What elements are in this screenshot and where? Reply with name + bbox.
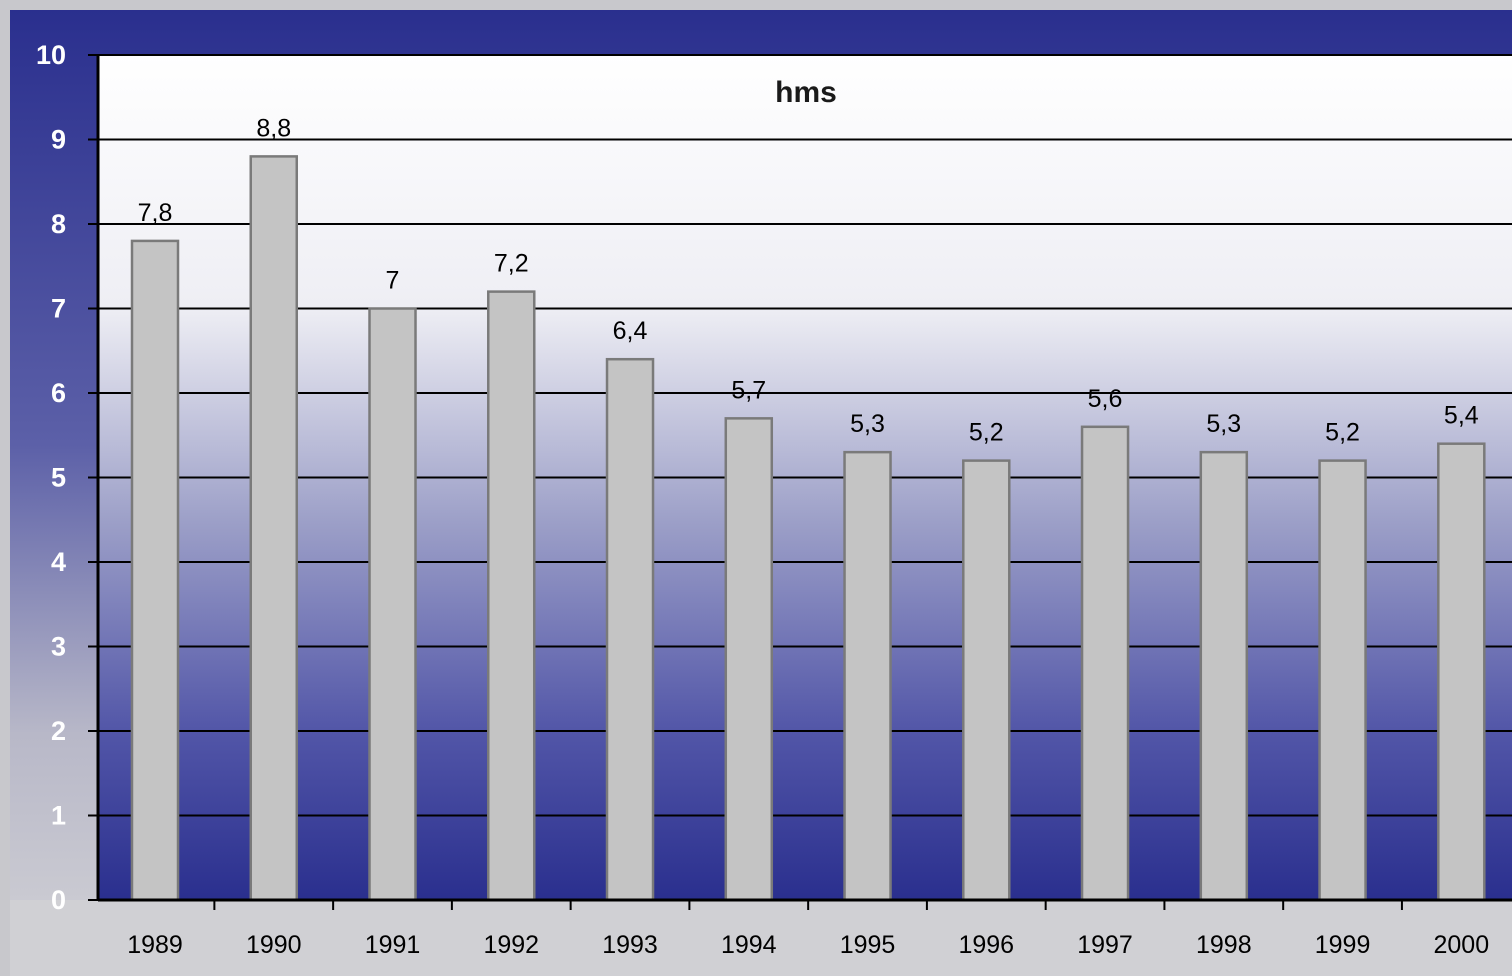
x-tick-label: 1996 [958, 931, 1014, 959]
data-label: 5,2 [969, 419, 1004, 447]
y-tick-label: 9 [51, 125, 66, 155]
bar-1997 [1080, 425, 1130, 902]
x-tick-label: 1989 [127, 931, 183, 959]
y-tick-label: 6 [51, 378, 66, 408]
gridlines [98, 54, 1512, 817]
data-label: 5,3 [1206, 410, 1241, 438]
y-tick-label: 1 [51, 801, 66, 831]
bar-2000 [1437, 442, 1486, 902]
data-label: 7 [386, 267, 400, 295]
bar-1998 [1199, 450, 1249, 902]
bar-1990 [249, 155, 299, 902]
y-tick-label: 5 [51, 463, 66, 493]
data-label: 5,3 [850, 410, 885, 438]
data-label: 6,4 [613, 317, 648, 345]
bar-1993 [605, 357, 655, 902]
x-tick-label: 1992 [483, 931, 539, 959]
x-tick-label: 1994 [721, 931, 777, 959]
data-label: 8,8 [256, 114, 291, 142]
bar-1992 [487, 290, 536, 902]
x-tick-label: 2000 [1433, 931, 1489, 959]
axes [88, 54, 1512, 910]
bars [130, 155, 1486, 902]
data-label: 5,6 [1088, 385, 1123, 413]
y-tick-label: 10 [36, 40, 66, 70]
bar-1999 [1318, 459, 1367, 902]
data-label: 7,2 [494, 250, 529, 278]
y-tick-label: 8 [51, 209, 66, 239]
x-tick-label: 1998 [1196, 931, 1252, 959]
x-tick-label: 1991 [365, 931, 421, 959]
data-label: 7,8 [138, 199, 173, 227]
bar-1995 [843, 450, 892, 902]
data-label: 5,2 [1325, 419, 1360, 447]
x-tick-label: 1999 [1315, 931, 1371, 959]
data-label: 5,4 [1444, 402, 1479, 430]
bar-1994 [724, 417, 774, 902]
data-label: 5,7 [731, 376, 766, 404]
x-axis-band [10, 900, 1512, 976]
x-tick-label: 1990 [246, 931, 302, 959]
y-tick-label: 7 [51, 294, 66, 324]
y-tick-label: 4 [51, 547, 66, 577]
bar-1991 [368, 307, 417, 902]
y-tick-label: 2 [51, 716, 66, 746]
x-tick-label: 1995 [840, 931, 896, 959]
x-tick-label: 1993 [602, 931, 658, 959]
y-tick-label: 0 [51, 885, 66, 915]
labels: 0 1 2 3 4 5 6 7 8 9 10 7,8 1989 8,8 1990 7 1991 7,2 1992 6,… [36, 40, 1489, 959]
y-tick-label: 3 [51, 632, 66, 662]
bar-1996 [962, 459, 1011, 902]
bar-1989 [130, 239, 180, 902]
x-tick-label: 1997 [1077, 931, 1133, 959]
chart-title: hms [775, 76, 837, 109]
